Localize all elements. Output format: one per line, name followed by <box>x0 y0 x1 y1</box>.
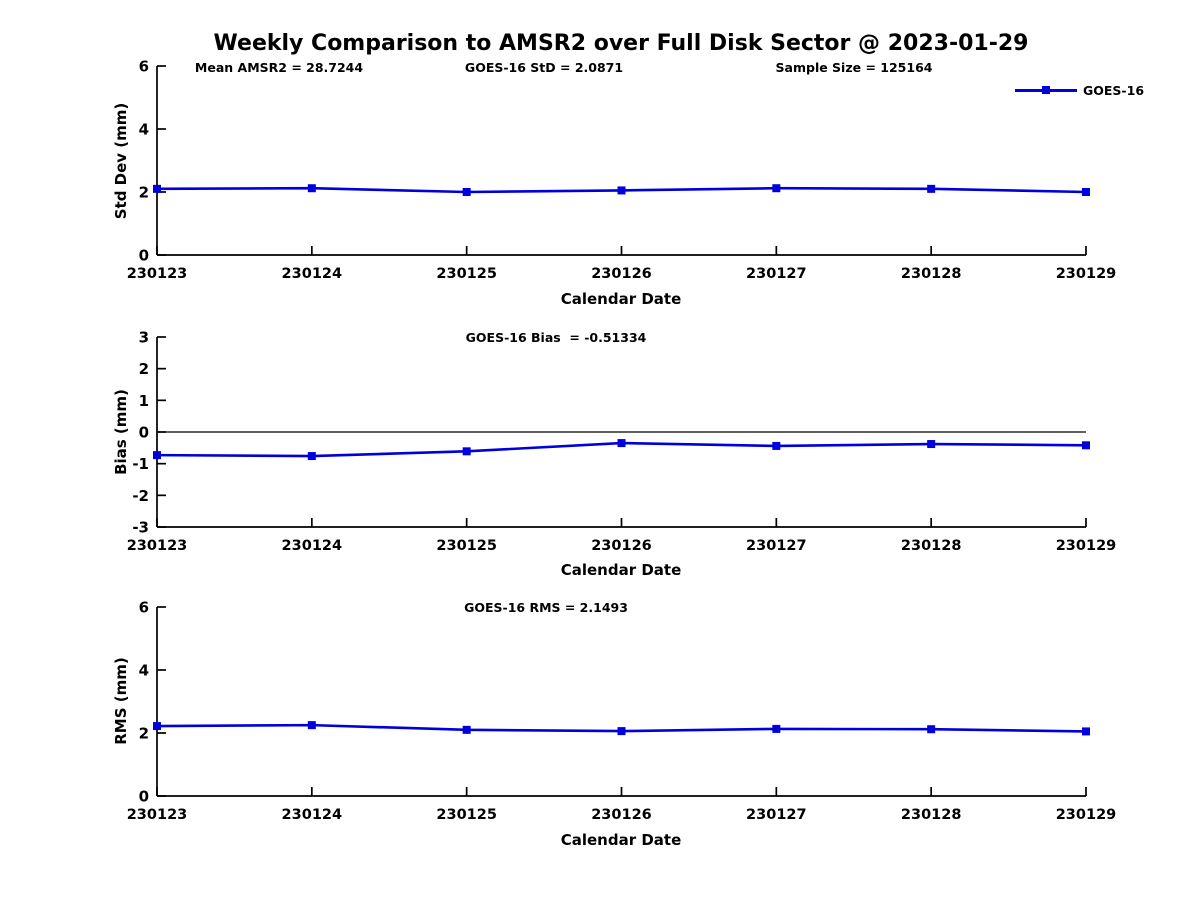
legend-label: GOES-16 <box>1083 82 1145 98</box>
data-point <box>1082 441 1090 450</box>
data-point <box>153 451 161 460</box>
annotation-goes16-std: GOES-16 StD = 2.0871 <box>464 60 624 75</box>
x-tick-label: 230128 <box>901 266 962 282</box>
data-point <box>772 724 781 733</box>
data-point <box>927 440 936 449</box>
xlabel-calendar-date-2: Calendar Date <box>560 561 682 579</box>
y-tick-label: 1 <box>139 392 149 410</box>
legend-line-sample <box>1015 86 1077 94</box>
x-tick-label: 230125 <box>436 538 497 554</box>
y-tick-label: 2 <box>139 184 149 202</box>
data-point <box>617 439 626 448</box>
x-tick-label: 230123 <box>127 538 188 554</box>
annotation-goes16-rms: GOES-16 RMS = 2.1493 <box>464 600 628 615</box>
x-tick-label: 230129 <box>1056 807 1117 823</box>
data-point <box>153 184 161 193</box>
legend: GOES-16 <box>1015 82 1144 98</box>
y-tick-label: 0 <box>139 424 149 442</box>
y-tick-label: 0 <box>139 788 149 806</box>
data-point <box>772 184 781 193</box>
x-tick-label: 230124 <box>282 538 343 554</box>
y-tick-label: -1 <box>132 455 149 473</box>
x-tick-label: 230126 <box>591 538 652 554</box>
data-point <box>1082 727 1090 736</box>
x-tick-label: 230128 <box>901 538 962 554</box>
data-point <box>307 184 316 193</box>
x-tick-label: 230127 <box>746 807 807 823</box>
y-tick-label: 2 <box>139 360 149 378</box>
x-tick-label: 230128 <box>901 807 962 823</box>
y-tick-label: 4 <box>139 662 149 680</box>
data-point <box>1082 188 1090 196</box>
x-tick-label: 230127 <box>746 266 807 282</box>
xlabel-calendar-date-3: Calendar Date <box>560 831 682 849</box>
legend-marker-icon <box>1042 86 1050 94</box>
data-point <box>462 725 471 734</box>
data-point <box>772 441 781 450</box>
x-tick-label: 230125 <box>436 266 497 282</box>
x-tick-label: 230125 <box>436 807 497 823</box>
data-point <box>927 184 936 193</box>
data-point <box>462 188 471 196</box>
data-point <box>617 186 626 195</box>
figure-title: Weekly Comparison to AMSR2 over Full Dis… <box>213 31 1029 56</box>
data-point <box>927 725 936 734</box>
annotation-sample-size: Sample Size = 125164 <box>775 60 933 75</box>
x-tick-label: 230129 <box>1056 538 1117 554</box>
x-tick-label: 230127 <box>746 538 807 554</box>
y-tick-label: 0 <box>139 247 149 265</box>
data-point <box>462 447 471 456</box>
y-tick-label: 3 <box>139 329 149 347</box>
x-tick-label: 230126 <box>591 266 652 282</box>
y-tick-label: 6 <box>139 599 149 617</box>
x-tick-label: 230124 <box>282 266 343 282</box>
x-tick-label: 230126 <box>591 807 652 823</box>
y-tick-label: 6 <box>139 58 149 76</box>
data-point <box>307 452 316 461</box>
xlabel-calendar-date-1: Calendar Date <box>560 290 682 308</box>
y-tick-label: 2 <box>139 725 149 743</box>
x-tick-label: 230123 <box>127 266 188 282</box>
data-point <box>153 722 161 731</box>
y-tick-label: -2 <box>132 487 149 505</box>
data-point <box>617 727 626 736</box>
annotation-mean-amsr2: Mean AMSR2 = 28.7244 <box>194 60 364 75</box>
y-tick-label: 4 <box>139 121 149 139</box>
annotation-goes16-bias: GOES-16 Bias = -0.51334 <box>465 330 647 345</box>
data-point <box>307 721 316 730</box>
y-tick-label: -3 <box>132 519 149 537</box>
x-tick-label: 230129 <box>1056 266 1117 282</box>
x-tick-label: 230123 <box>127 807 188 823</box>
x-tick-label: 230124 <box>282 807 343 823</box>
